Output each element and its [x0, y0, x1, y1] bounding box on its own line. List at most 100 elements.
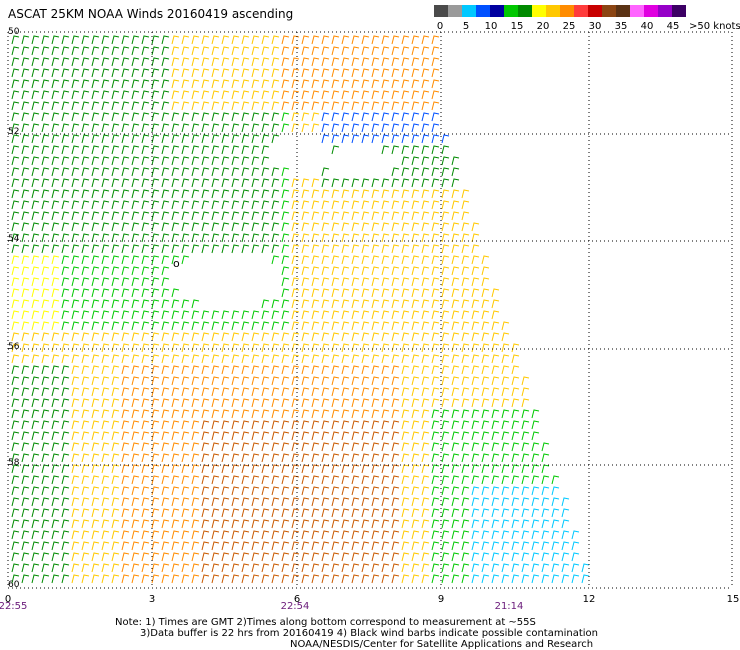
wind-barb [21, 288, 30, 298]
wind-barb [51, 486, 60, 496]
wind-barb [401, 255, 410, 265]
lat-label-50: 50 [8, 27, 20, 37]
wind-barb [331, 255, 340, 265]
wind-barb [321, 222, 330, 232]
wind-barb [261, 68, 270, 78]
wind-barb [411, 233, 420, 243]
wind-barb [271, 365, 280, 375]
wind-barb [61, 57, 70, 67]
wind-barb [231, 387, 240, 397]
wind-barb [431, 530, 440, 540]
wind-barb [141, 321, 150, 331]
wind-barb [401, 486, 410, 496]
wind-barb [41, 222, 50, 232]
wind-barb [311, 222, 320, 232]
wind-barb [231, 486, 240, 496]
wind-barb [451, 299, 460, 309]
wind-barb [11, 541, 20, 551]
wind-barb [311, 255, 320, 265]
wind-barb [251, 222, 260, 232]
wind-barb [151, 497, 160, 507]
wind-barb [331, 233, 340, 243]
wind-barb [321, 288, 330, 298]
wind-barb [91, 145, 100, 155]
wind-barb [51, 530, 60, 540]
wind-barb [51, 211, 60, 221]
wind-barb [461, 552, 470, 562]
wind-barb [191, 519, 200, 529]
wind-barb [211, 497, 220, 507]
wind-barb [371, 508, 380, 518]
wind-barb [181, 387, 190, 397]
wind-barb [481, 266, 490, 276]
wind-barb [361, 178, 370, 188]
wind-barb [491, 376, 500, 386]
wind-barb [21, 563, 30, 573]
wind-barb [541, 574, 550, 584]
wind-barb [301, 541, 310, 551]
wind-barb [181, 563, 190, 573]
wind-barb [81, 530, 90, 540]
wind-barb [31, 475, 40, 485]
wind-barb [371, 57, 380, 67]
wind-barb [141, 332, 150, 342]
wind-barb [441, 442, 450, 452]
wind-barb [561, 552, 570, 562]
wind-barb [151, 299, 160, 309]
lat-label-60: 60 [8, 580, 20, 590]
wind-barb [301, 387, 310, 397]
wind-barb [131, 35, 140, 45]
wind-barb [261, 112, 270, 122]
wind-barb [101, 112, 110, 122]
wind-barb [161, 530, 170, 540]
wind-barb [421, 277, 430, 287]
wind-barb [61, 431, 70, 441]
wind-barb [201, 387, 210, 397]
wind-barb [391, 57, 400, 67]
wind-barb [221, 431, 230, 441]
wind-barb [261, 453, 270, 463]
wind-barb [431, 563, 440, 573]
wind-barb [501, 365, 510, 375]
wind-barb [221, 442, 230, 452]
wind-barb [391, 497, 400, 507]
wind-barb [211, 387, 220, 397]
wind-barb [171, 90, 180, 100]
wind-barb [41, 255, 50, 265]
wind-barb [311, 376, 320, 386]
wind-barb [491, 464, 500, 474]
wind-barb [201, 365, 210, 375]
wind-barb [51, 46, 60, 56]
wind-barb [101, 68, 110, 78]
wind-barb [471, 233, 480, 243]
wind-barb [541, 552, 550, 562]
wind-barb [61, 233, 70, 243]
wind-barb [241, 167, 250, 177]
wind-barb [11, 310, 20, 320]
wind-barb [281, 398, 290, 408]
wind-barb [301, 442, 310, 452]
wind-barb [181, 68, 190, 78]
wind-barb [431, 189, 440, 199]
wind-barb [311, 420, 320, 430]
wind-barb [281, 332, 290, 342]
wind-barb [461, 288, 470, 298]
wind-barb [41, 244, 50, 254]
wind-barb [191, 464, 200, 474]
wind-barb [351, 178, 360, 188]
wind-barb [351, 35, 360, 45]
wind-barb [151, 321, 160, 331]
wind-barb [171, 475, 180, 485]
wind-barb [31, 552, 40, 562]
wind-barb [261, 552, 270, 562]
wind-barb [461, 475, 470, 485]
wind-barb [61, 486, 70, 496]
wind-barb [291, 431, 300, 441]
wind-barb [81, 46, 90, 56]
wind-barb [461, 244, 470, 254]
wind-barb [131, 508, 140, 518]
wind-barb [91, 244, 100, 254]
wind-barb [101, 101, 110, 111]
wind-barb [221, 46, 230, 56]
wind-barb [211, 398, 220, 408]
